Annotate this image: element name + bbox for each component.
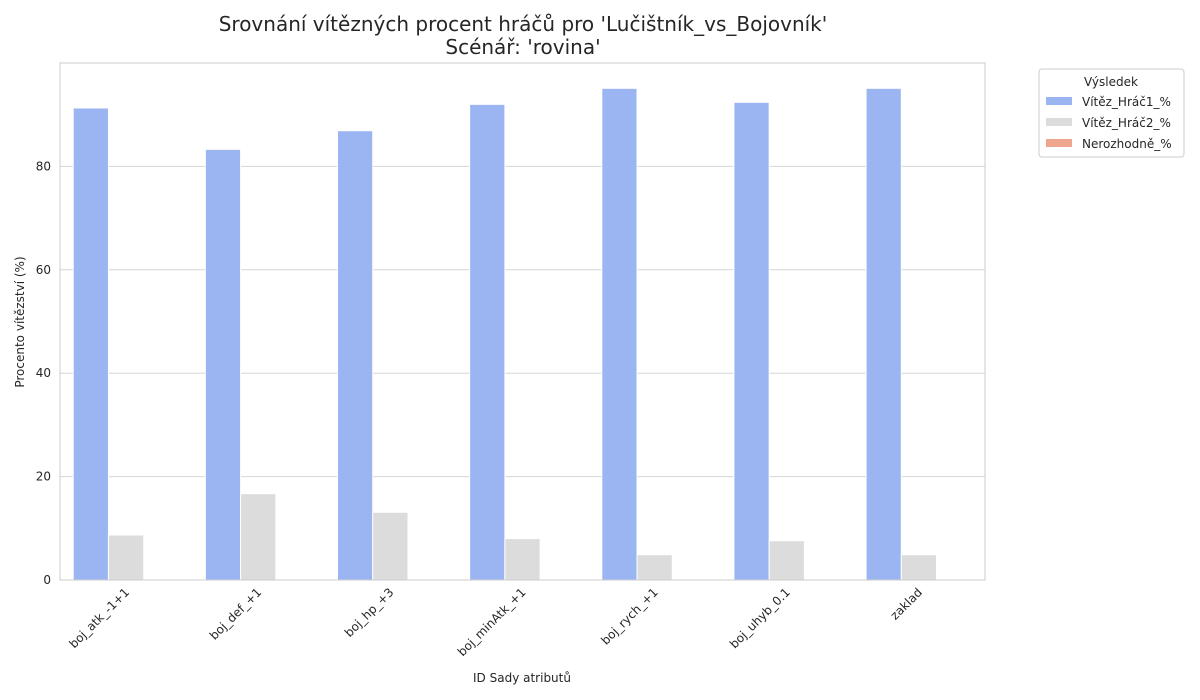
bar-v-t-z-hr-2 [900, 554, 938, 581]
bar-v-t-z-hr-2 [240, 493, 277, 581]
legend-label-v-t-z-hr-2: Vítěz_Hráč2_% [1082, 116, 1171, 130]
bar-v-t-z-hr-2 [372, 511, 409, 581]
x-axis-label: ID Sady atributů [473, 671, 571, 685]
bar-v-t-z-hr-1 [733, 101, 770, 581]
legend-swatch-nerozhodn [1046, 139, 1072, 147]
x-tick-labels: boj_atk_-1+1 boj_def_+1 boj_hp_+3 boj_minAt… [66, 585, 925, 659]
bar-v-t-z-hr-1 [469, 103, 506, 581]
bar-v-t-z-hr-2 [768, 540, 805, 581]
bar-v-t-z-hr-1 [865, 87, 902, 581]
legend-label-nerozhodn: Nerozhodně_% [1082, 137, 1172, 151]
bar-v-t-z-hr-2 [636, 554, 673, 581]
legend-title: Výsledek [1084, 75, 1138, 89]
legend-swatch-v-t-z-hr-1 [1046, 97, 1072, 105]
bars [72, 87, 938, 581]
bar-v-t-z-hr-1 [72, 107, 109, 581]
grid [60, 165, 985, 478]
y-tick-label: 80 [36, 159, 51, 173]
y-tick-label: 20 [36, 470, 51, 484]
y-tick-label: 40 [36, 366, 51, 380]
legend: Výsledek Vítěz_Hráč1_% Vítěz_Hráč2_% Neroz… [1038, 68, 1185, 158]
y-axis-label: Procento vítězství (%) [13, 256, 27, 387]
x-tick-label: boj_atk_-1+1 [66, 585, 132, 651]
bar-v-t-z-hr-2 [107, 534, 145, 581]
bar-v-t-z-hr-1 [601, 87, 638, 581]
y-tick-label: 60 [36, 263, 51, 277]
x-tick-label: boj_hp_+3 [342, 585, 397, 640]
chart-title: Srovnání vítězných procent hráčů pro 'Lu… [219, 12, 828, 36]
x-tick-label: boj_uhyb_0.1 [727, 585, 793, 651]
y-tick-label: 0 [43, 573, 51, 587]
x-tick-label: boj_rych_+1 [598, 585, 660, 647]
y-tick-labels: 0 20 40 60 80 [36, 159, 51, 587]
x-tick-label: zaklad [888, 585, 925, 622]
bar-v-t-z-hr-1 [337, 130, 374, 581]
x-tick-label: boj_def_+1 [207, 585, 264, 642]
chart-subtitle: Scénář: 'rovina' [445, 35, 600, 59]
legend-label-v-t-z-hr-1: Vítěz_Hráč1_% [1082, 95, 1171, 109]
legend-swatch-v-t-z-hr-2 [1046, 118, 1072, 126]
x-tick-label: boj_minAtk_+1 [455, 585, 529, 659]
bar-v-t-z-hr-2 [504, 538, 541, 581]
plot-frame [59, 62, 986, 581]
bar-v-t-z-hr-1 [204, 148, 242, 581]
legend-box [1038, 68, 1185, 158]
